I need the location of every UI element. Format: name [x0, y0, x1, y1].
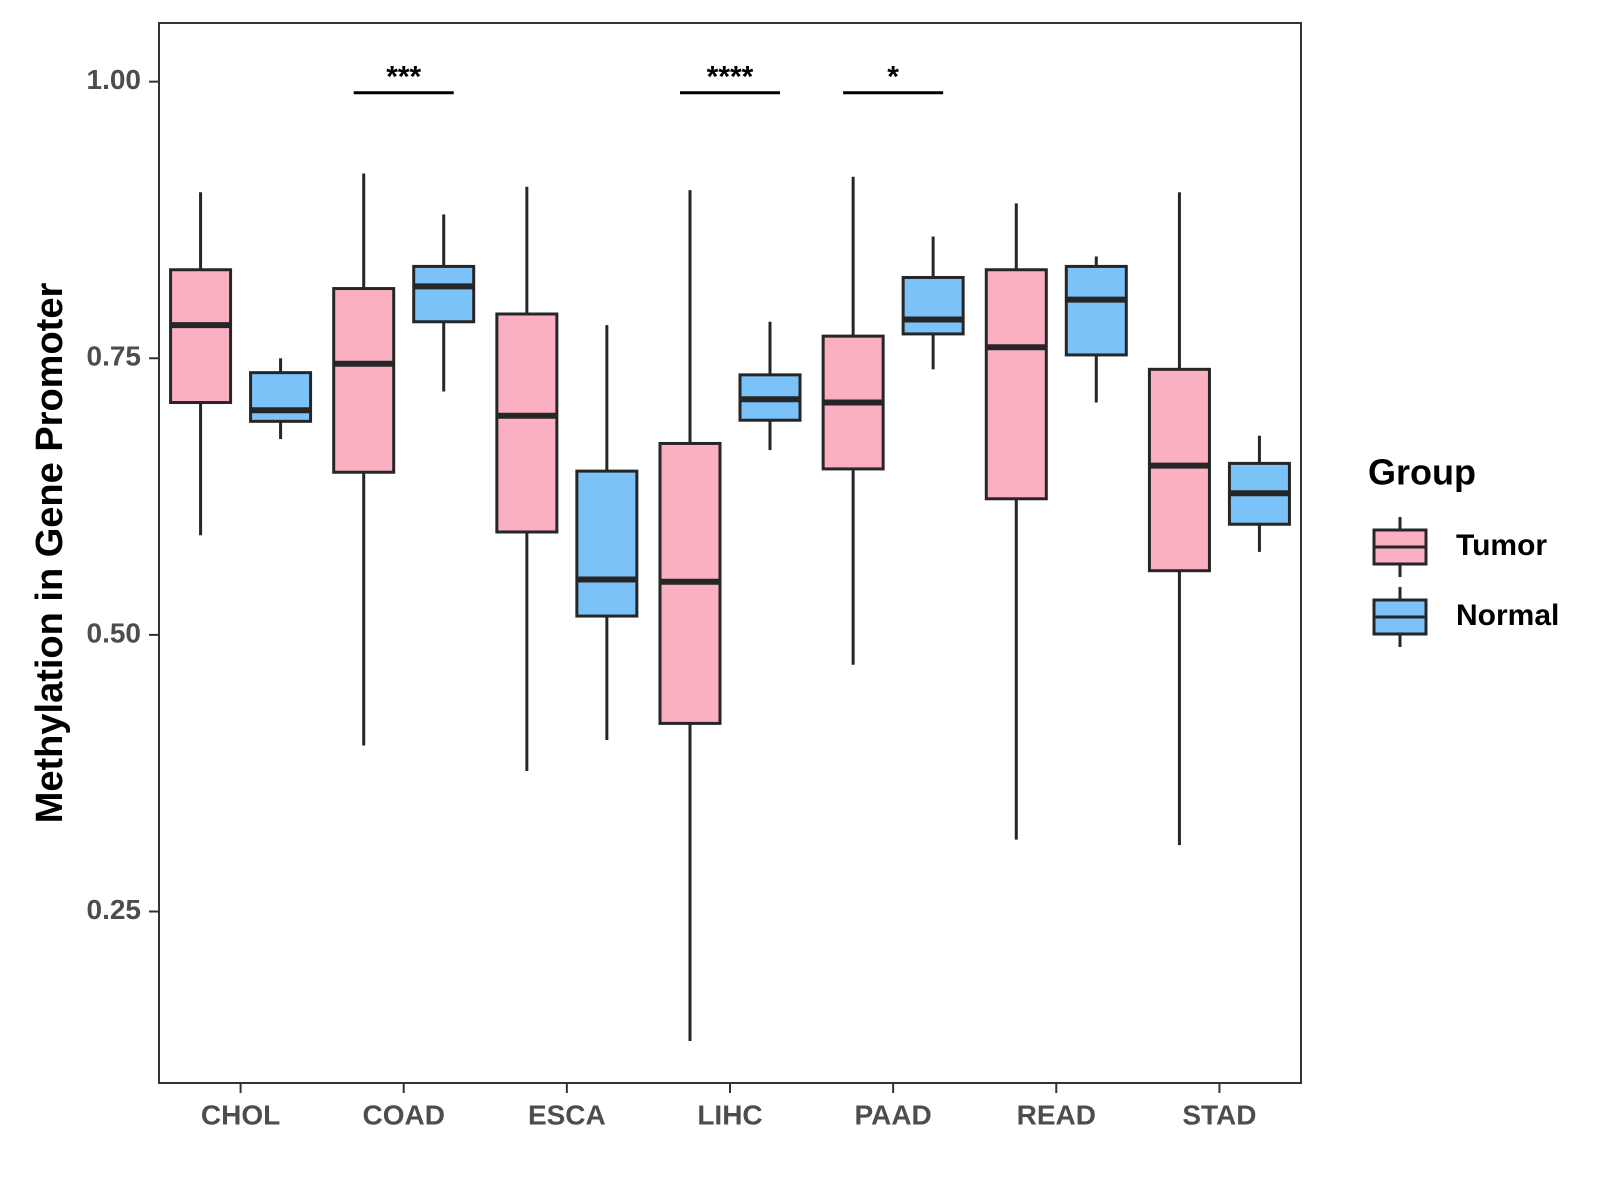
y-axis: 0.25 0.50 0.75 1.00	[87, 64, 159, 925]
significance-annotations: *** **** *	[353, 61, 944, 95]
x-tick-label: STAD	[1182, 1099, 1256, 1130]
plot-panel	[158, 22, 1302, 1084]
series-normal	[249, 214, 1291, 740]
box-normal-stad	[1227, 435, 1291, 552]
y-tick-label: 1.00	[87, 64, 142, 95]
box-tumor-stad	[1147, 192, 1211, 846]
x-axis: CHOL COAD ESCA LIHC PAAD READ STAD	[201, 1083, 1257, 1130]
box-iqr	[412, 264, 476, 324]
box-tumor-lihc	[658, 190, 722, 1041]
box-tumor-chol	[169, 192, 233, 536]
x-tick-label: CHOL	[201, 1099, 280, 1130]
legend-item-normal: Normal	[1372, 587, 1559, 647]
box-iqr	[249, 371, 313, 423]
x-tick-label: ESCA	[528, 1099, 606, 1130]
legend: Group Tumor Normal	[1368, 452, 1559, 647]
legend-title: Group	[1368, 452, 1476, 493]
box-normal-paad	[901, 236, 965, 370]
box-normal-read	[1064, 256, 1128, 403]
box-series-group	[169, 173, 1291, 1041]
series-tumor	[169, 173, 1211, 1041]
x-tick-label: READ	[1017, 1099, 1096, 1130]
legend-label: Tumor	[1456, 529, 1547, 562]
legend-label: Normal	[1456, 599, 1559, 632]
y-axis-title: Methylation in Gene Promoter	[29, 283, 71, 824]
box-iqr	[901, 275, 965, 336]
box-iqr	[984, 268, 1048, 501]
significance-coad: ***	[353, 61, 454, 95]
box-tumor-paad	[821, 176, 885, 665]
significance-lihc: ****	[680, 61, 780, 95]
box-iqr	[332, 287, 396, 474]
box-iqr	[169, 268, 233, 405]
box-tumor-read	[984, 203, 1048, 840]
y-tick-label: 0.75	[87, 341, 142, 372]
box-iqr	[1064, 264, 1128, 357]
y-tick-label: 0.50	[87, 617, 142, 648]
box-iqr	[1147, 367, 1211, 573]
significance-label: ***	[386, 61, 421, 94]
box-iqr	[495, 312, 559, 534]
significance-label: ****	[707, 61, 754, 94]
legend-item-tumor: Tumor	[1372, 517, 1547, 577]
box-tumor-coad	[332, 173, 396, 746]
x-tick-label: LIHC	[697, 1099, 762, 1130]
significance-paad: *	[843, 61, 944, 95]
box-normal-coad	[412, 214, 476, 392]
box-tumor-esca	[495, 186, 559, 771]
box-normal-lihc	[738, 321, 802, 451]
box-iqr	[575, 469, 639, 618]
x-tick-label: PAAD	[855, 1099, 932, 1130]
box-normal-chol	[249, 358, 313, 440]
significance-label: *	[887, 61, 899, 94]
box-normal-esca	[575, 325, 639, 740]
y-tick-label: 0.25	[87, 894, 142, 925]
x-tick-label: COAD	[362, 1099, 444, 1130]
